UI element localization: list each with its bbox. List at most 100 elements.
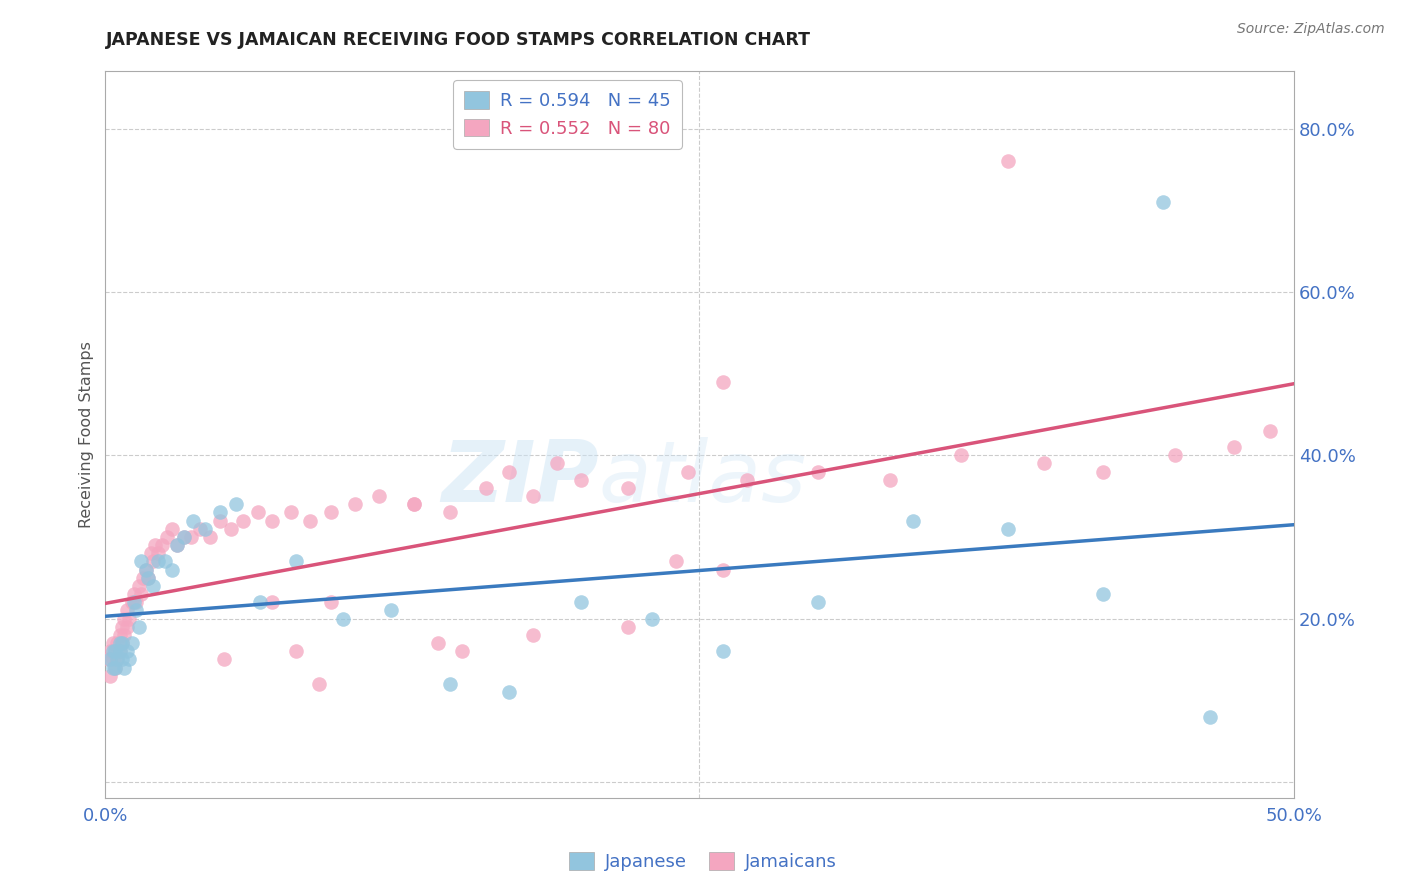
Point bbox=[166, 538, 188, 552]
Point bbox=[143, 538, 166, 552]
Text: Source: ZipAtlas.com: Source: ZipAtlas.com bbox=[1237, 22, 1385, 37]
Point bbox=[129, 587, 152, 601]
Point bbox=[498, 685, 520, 699]
Point bbox=[122, 587, 145, 601]
Point bbox=[321, 595, 343, 609]
Point bbox=[260, 514, 283, 528]
Point bbox=[439, 677, 461, 691]
Point bbox=[404, 497, 426, 511]
Point bbox=[136, 571, 159, 585]
Point bbox=[146, 546, 169, 560]
Point bbox=[115, 620, 138, 634]
Point bbox=[260, 595, 283, 609]
Point bbox=[427, 636, 450, 650]
Point bbox=[101, 636, 124, 650]
Point bbox=[208, 505, 231, 519]
Text: ZIP: ZIP bbox=[441, 437, 599, 520]
Point bbox=[546, 457, 568, 471]
Point bbox=[641, 612, 664, 626]
Point bbox=[160, 563, 183, 577]
Point bbox=[108, 628, 131, 642]
Point bbox=[101, 652, 124, 666]
Point bbox=[617, 481, 640, 495]
Point bbox=[104, 644, 127, 658]
Point bbox=[249, 595, 271, 609]
Point bbox=[194, 522, 217, 536]
Point bbox=[111, 636, 134, 650]
Point bbox=[98, 644, 121, 658]
Point bbox=[807, 465, 830, 479]
Point bbox=[498, 465, 520, 479]
Point bbox=[115, 644, 138, 658]
Point bbox=[665, 554, 688, 568]
Point bbox=[166, 538, 188, 552]
Point bbox=[153, 554, 176, 568]
Point bbox=[1223, 440, 1246, 454]
Point bbox=[135, 563, 157, 577]
Point bbox=[97, 652, 120, 666]
Point bbox=[711, 375, 734, 389]
Point bbox=[111, 620, 134, 634]
Point bbox=[1152, 195, 1174, 210]
Point bbox=[711, 563, 734, 577]
Point bbox=[132, 571, 155, 585]
Point bbox=[101, 660, 124, 674]
Point bbox=[343, 497, 366, 511]
Point bbox=[1092, 465, 1115, 479]
Point bbox=[98, 669, 121, 683]
Point bbox=[183, 514, 205, 528]
Point bbox=[367, 489, 389, 503]
Point bbox=[225, 497, 247, 511]
Point bbox=[111, 652, 134, 666]
Point bbox=[232, 514, 254, 528]
Point bbox=[997, 154, 1019, 169]
Point bbox=[198, 530, 221, 544]
Legend: R = 0.594   N = 45, R = 0.552   N = 80: R = 0.594 N = 45, R = 0.552 N = 80 bbox=[453, 80, 682, 149]
Point bbox=[111, 636, 134, 650]
Point bbox=[156, 530, 179, 544]
Point bbox=[284, 554, 307, 568]
Point bbox=[949, 448, 972, 462]
Point bbox=[98, 652, 121, 666]
Point bbox=[128, 620, 150, 634]
Point bbox=[125, 603, 148, 617]
Point bbox=[221, 522, 243, 536]
Point bbox=[114, 660, 136, 674]
Point bbox=[128, 579, 150, 593]
Point bbox=[735, 473, 758, 487]
Point bbox=[280, 505, 302, 519]
Point bbox=[108, 644, 131, 658]
Point bbox=[136, 571, 159, 585]
Point bbox=[246, 505, 269, 519]
Point bbox=[105, 652, 128, 666]
Point bbox=[105, 652, 128, 666]
Point bbox=[404, 497, 426, 511]
Point bbox=[439, 505, 461, 519]
Point bbox=[569, 473, 592, 487]
Text: atlas: atlas bbox=[599, 437, 807, 520]
Point bbox=[879, 473, 901, 487]
Point bbox=[617, 620, 640, 634]
Point bbox=[142, 579, 165, 593]
Point bbox=[522, 489, 544, 503]
Point bbox=[321, 505, 343, 519]
Point bbox=[125, 595, 148, 609]
Point bbox=[1199, 709, 1222, 723]
Point bbox=[284, 644, 307, 658]
Point bbox=[180, 530, 202, 544]
Point bbox=[142, 554, 165, 568]
Point bbox=[146, 554, 169, 568]
Point bbox=[118, 652, 141, 666]
Point bbox=[118, 612, 141, 626]
Point bbox=[474, 481, 496, 495]
Point bbox=[139, 546, 162, 560]
Point bbox=[711, 644, 734, 658]
Point bbox=[190, 522, 212, 536]
Point bbox=[1164, 448, 1187, 462]
Legend: Japanese, Jamaicans: Japanese, Jamaicans bbox=[562, 846, 844, 879]
Point bbox=[807, 595, 830, 609]
Text: JAPANESE VS JAMAICAN RECEIVING FOOD STAMPS CORRELATION CHART: JAPANESE VS JAMAICAN RECEIVING FOOD STAM… bbox=[105, 31, 810, 49]
Point bbox=[105, 636, 128, 650]
Point bbox=[114, 628, 136, 642]
Point bbox=[522, 628, 544, 642]
